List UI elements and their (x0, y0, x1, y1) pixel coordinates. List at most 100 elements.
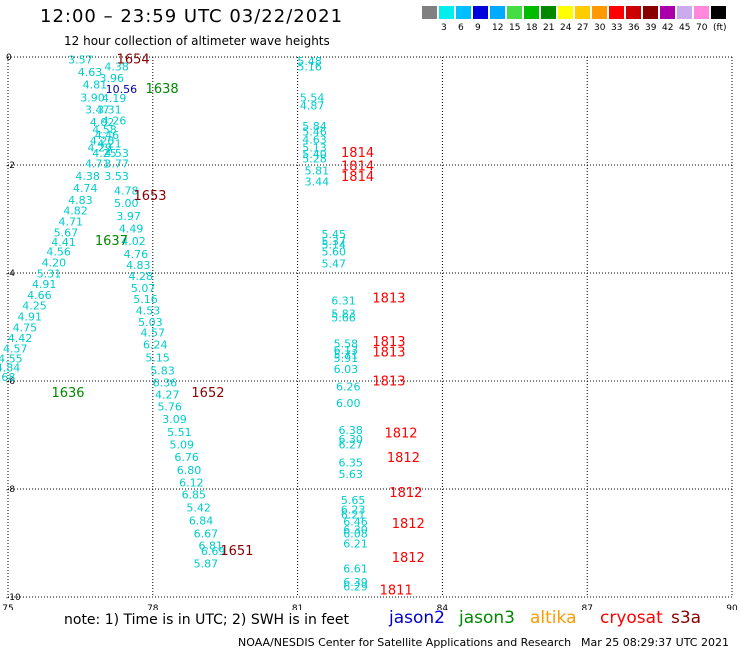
wave-height-value: 6.67 (194, 528, 219, 541)
wave-height-value: 5.31 (37, 267, 62, 280)
wave-height-value: 5.47 (322, 258, 347, 271)
wave-height-value: 4.19 (102, 92, 127, 105)
legend-label: 30 (594, 23, 606, 33)
y-tick-label: -4 (6, 269, 15, 279)
legend-swatch (422, 6, 437, 19)
wave-height-value: 5.07 (131, 282, 156, 295)
wave-height-value: 5.54 (300, 91, 325, 104)
y-tick-label: -10 (6, 593, 21, 603)
wave-height-value: 6.27 (338, 439, 363, 452)
wave-height-value: 4.74 (73, 182, 98, 195)
wave-height-value: 4.41 (51, 236, 76, 249)
wave-height-value: 6.30 (343, 523, 368, 536)
wave-height-value: 4.55 (0, 353, 23, 366)
wave-height-value: 5.83 (331, 307, 356, 320)
legend-label: 24 (560, 23, 572, 33)
wave-height-value: 5.46 (302, 125, 327, 138)
page-title: 12:00 – 23:59 UTC 03/22/2021 (40, 6, 344, 27)
wave-height-value: 4.28 (128, 270, 153, 283)
pass-time-label: 1813 (372, 346, 405, 361)
wave-height-value: 4.57 (141, 327, 166, 340)
wave-height-value: 5.28 (302, 152, 327, 165)
wave-height-value: 5.60 (322, 246, 347, 259)
wave-height-value: 4.82 (63, 205, 88, 218)
wave-height-value: 5.13 (302, 142, 327, 155)
legend-label: 45 (679, 23, 691, 33)
wave-height-value: 4.87 (300, 99, 325, 112)
wave-height-value: 5.63 (338, 468, 363, 481)
wave-height-value: 10.56 (106, 83, 138, 96)
satellite-name-cryosat: cryosat (600, 608, 663, 628)
legend-swatch (711, 6, 726, 19)
satellite-name-jason3: jason3 (459, 608, 515, 628)
wave-height-value: 4.25 (92, 147, 117, 160)
wave-height-value: 5.48 (297, 55, 322, 68)
pass-time-label: 1652 (191, 386, 224, 401)
wave-height-value: 4.38 (104, 61, 129, 74)
wave-height-value: 5.58 (334, 338, 359, 351)
x-tick-label: 75 (2, 604, 13, 610)
wave-height-value: 3.90 (80, 91, 105, 104)
wave-height-value: 5.16 (133, 293, 158, 306)
footer-timestamp: Mar 25 08:29:37 UTC 2021 (581, 636, 729, 649)
legend-swatch (626, 6, 641, 19)
wave-height-value: 4.02 (121, 235, 146, 248)
wave-height-value: 5.42 (186, 502, 211, 515)
legend-swatch (524, 6, 539, 19)
pass-time-label: 1812 (389, 486, 422, 501)
legend-label: 36 (628, 23, 640, 33)
pass-time-label: 1813 (372, 374, 405, 389)
wave-height-value: 5.65 (341, 494, 366, 507)
pass-time-label: 1812 (384, 427, 417, 442)
wave-height-value: 5.66 (331, 312, 356, 325)
legend-swatch (660, 6, 675, 19)
y-tick-label: 0 (6, 53, 12, 63)
pass-time-label: 1813 (372, 292, 405, 307)
wave-height-value: 4.25 (22, 300, 47, 313)
wave-height-value: 3.09 (162, 413, 187, 426)
legend-swatch (456, 6, 471, 19)
wave-height-value: 4.20 (42, 257, 67, 270)
legend-label: 9 (475, 23, 481, 33)
wave-height-value: 4.27 (155, 388, 180, 401)
wave-height-value: 4.53 (136, 305, 161, 318)
wave-height-value: 6.30 (338, 433, 363, 446)
wave-height-value: 4.58 (92, 124, 117, 137)
wave-height-value: 4.63 (302, 133, 327, 146)
wave-height-value: 5.14 (322, 239, 347, 252)
wave-height-value: 5.67 (54, 226, 79, 239)
wave-height-value: 6.26 (336, 381, 361, 394)
wave-height-value: 6.13 (334, 344, 359, 357)
wave-height-value: 4.56 (46, 246, 71, 259)
wave-height-value: 6.31 (331, 294, 356, 307)
pass-time-label: 1812 (392, 517, 425, 532)
pass-time-label: 1653 (133, 189, 166, 204)
pass-time-label: 1813 (372, 335, 405, 350)
legend-label: 6 (458, 23, 464, 33)
wave-height-value: 4.42 (8, 332, 33, 345)
wave-height-value: 5.09 (170, 439, 195, 452)
wave-height-value: 5.87 (194, 557, 219, 570)
legend-label: 70 (696, 23, 708, 33)
wave-height-value: 6.69 (201, 545, 226, 558)
wave-height-value: 4.91 (32, 278, 57, 291)
x-tick-label: 81 (292, 604, 303, 610)
pass-time-label: 1637 (95, 234, 128, 249)
wave-height-value: 5.91 (334, 352, 359, 365)
satellite-name-jason2: jason2 (389, 608, 445, 628)
legend-swatch (473, 6, 488, 19)
wave-height-value: 6.12 (179, 476, 204, 489)
wave-height-value: 5.03 (138, 316, 163, 329)
wave-height-value: 6.21 (341, 509, 366, 522)
wave-height-value: 4.57 (3, 342, 28, 355)
legend-swatch (694, 6, 709, 19)
wave-height-value: 5.37 (322, 235, 347, 248)
wave-height-value: 3.77 (104, 158, 129, 171)
wave-height-value: 4.49 (119, 223, 144, 236)
wave-height-value: 6.24 (143, 339, 168, 352)
wave-height-value: 3.47 (85, 104, 110, 117)
footer-note: note: 1) Time is in UTC; 2) SWH is in fe… (64, 612, 350, 628)
wave-height-value: 4.71 (58, 215, 83, 228)
legend-label: 12 (492, 23, 504, 33)
legend-swatch (558, 6, 573, 19)
